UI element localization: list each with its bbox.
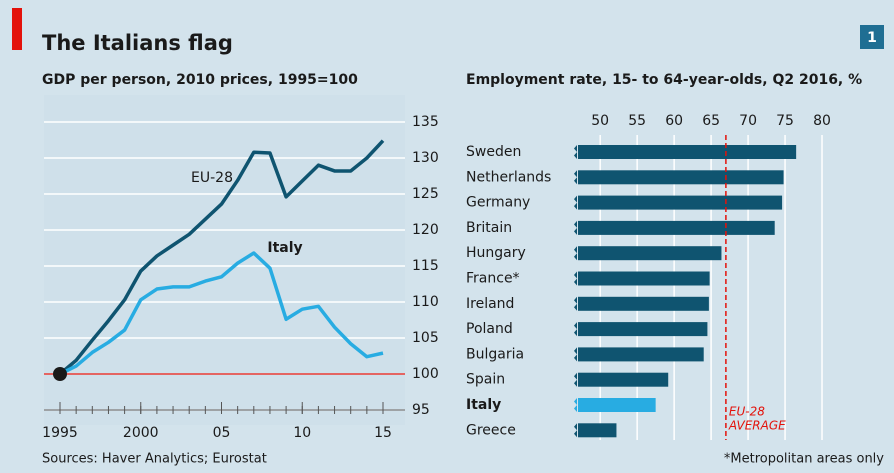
axis-break	[574, 195, 577, 210]
category-label: Ireland	[466, 296, 514, 312]
bar	[578, 246, 722, 261]
axis-break	[574, 423, 577, 438]
bar	[578, 398, 656, 412]
y-tick-label: 125	[412, 186, 439, 202]
y-tick-label: 100	[412, 366, 439, 382]
series-label: EU-28	[191, 170, 233, 186]
x-tick-label: 1995	[42, 425, 78, 441]
axis-break	[574, 372, 577, 387]
x-tick-label: 75	[776, 113, 794, 129]
bar	[578, 145, 797, 159]
series-label: Italy	[267, 240, 302, 256]
bar	[578, 271, 710, 286]
axis-break	[574, 145, 577, 159]
x-tick-label: 80	[813, 113, 831, 129]
category-label: Poland	[466, 321, 513, 337]
bar	[578, 195, 783, 210]
bar	[578, 347, 704, 362]
axis-break	[574, 322, 577, 337]
bar	[578, 296, 709, 311]
category-label: Sweden	[466, 144, 521, 160]
reference-label: EU-28	[729, 405, 765, 419]
x-tick-label: 2000	[123, 425, 159, 441]
bar	[578, 170, 784, 185]
x-tick-label: 70	[739, 113, 757, 129]
start-marker	[53, 367, 67, 381]
category-label: Germany	[466, 195, 530, 211]
line	[58, 139, 385, 376]
x-tick-label: 05	[213, 425, 231, 441]
x-tick-label: 50	[591, 113, 609, 129]
category-label: Netherlands	[466, 169, 551, 185]
category-label: Bulgaria	[466, 346, 524, 362]
badge-text: 1	[867, 30, 877, 46]
y-tick-label: 105	[412, 330, 439, 346]
x-tick-label: 15	[374, 425, 392, 441]
axis-break	[574, 296, 577, 311]
category-label: France*	[466, 271, 520, 287]
y-tick-label: 115	[412, 258, 439, 274]
source: Sources: Haver Analytics; Eurostat	[42, 452, 267, 467]
y-tick-label: 130	[412, 150, 439, 166]
axis-break	[574, 271, 577, 286]
category-label: Hungary	[466, 245, 526, 261]
reference-label: AVERAGE	[728, 419, 786, 433]
axis-break	[574, 347, 577, 362]
category-label: Greece	[466, 422, 516, 438]
axis-break	[574, 220, 577, 235]
note: *Metropolitan areas only	[724, 452, 884, 467]
category-label: Italy	[466, 397, 501, 413]
bar	[578, 372, 669, 387]
y-tick-label: 120	[412, 222, 439, 238]
subtitle: GDP per person, 2010 prices, 1995=100	[42, 72, 358, 88]
x-tick-label: 65	[702, 113, 720, 129]
x-tick-label: 60	[665, 113, 683, 129]
red-tag	[12, 8, 22, 50]
plot-area	[44, 95, 405, 425]
subtitle: Employment rate, 15- to 64-year-olds, Q2…	[466, 72, 862, 88]
y-tick-label: 110	[412, 294, 439, 310]
title: The Italians flag	[42, 31, 233, 55]
axis-break	[574, 246, 577, 261]
y-tick-label: 95	[412, 402, 430, 418]
bar	[578, 423, 617, 438]
axis-break	[574, 398, 577, 412]
category-label: Britain	[466, 220, 512, 236]
badge	[860, 25, 884, 49]
category-label: Spain	[466, 372, 505, 388]
bar	[578, 220, 775, 235]
axis-break	[574, 170, 577, 185]
y-tick-label: 135	[412, 114, 439, 130]
x-tick-label: 55	[628, 113, 646, 129]
x-tick-label: 10	[293, 425, 311, 441]
line	[59, 251, 384, 376]
bar	[578, 322, 708, 337]
